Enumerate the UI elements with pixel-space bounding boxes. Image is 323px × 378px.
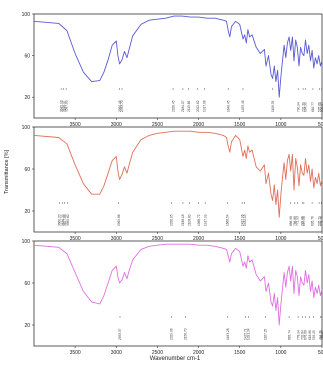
y-tick-label: 20 [24, 95, 30, 101]
plot-frame [33, 13, 323, 119]
x-tick-label: 1500 [234, 122, 245, 128]
peak-label: 1643.28 [226, 328, 230, 340]
panel-2: 100 60 20 3500 3000 2500 2000 1500 1000 500 3660.2… [22, 125, 323, 242]
peak-label: 3660.20 [58, 214, 62, 226]
y-tick-label: 20 [24, 209, 30, 215]
peak-label: 2933.70 [120, 100, 124, 112]
y-tick-label: 60 [24, 167, 30, 173]
x-tick-label: 3000 [111, 122, 122, 128]
x-tick-label: 500 [318, 122, 323, 128]
peak-label: 1666.54 [226, 214, 230, 226]
peak-label: 3645.93 [59, 100, 63, 112]
x-tick-label: 2000 [193, 350, 204, 356]
peak-label: 2108.60 [188, 214, 192, 226]
peak-label: 788.88 [293, 216, 297, 226]
peak-label: 1917.08 [203, 100, 207, 112]
peak-label: 2326.45 [171, 100, 175, 112]
peak-label: 1106.33 [271, 100, 275, 112]
peak-label: 3587.00 [64, 100, 68, 112]
peak-label: 616.77 [311, 102, 315, 112]
peak-label: 2329.08 [170, 328, 174, 340]
x-tick-label: 3500 [70, 122, 81, 128]
peak-label: 886.98 [289, 216, 293, 226]
x-tick-label: 1000 [275, 236, 286, 242]
peak-label: 694.99 [304, 102, 308, 112]
panel-1: 100 60 20 3500 3000 2500 2000 1500 1000 500 3645.9… [22, 12, 323, 128]
x-tick-label: 500 [318, 236, 323, 242]
peak-label: 2960.46 [118, 100, 122, 112]
peak-label: 778.94 [296, 330, 300, 340]
peak-label: 599.25 [312, 330, 316, 340]
peak-label: 732.30 [301, 102, 305, 112]
x-tick-label: 1000 [275, 122, 286, 128]
x-tick-label: 3000 [111, 236, 122, 242]
peak-label: 3589.60 [66, 214, 70, 226]
peak-label: 2955.37 [118, 328, 122, 340]
y-tick-label: 60 [24, 281, 30, 287]
y-tick-label: 100 [22, 125, 31, 131]
peak-label: 697.50 [302, 216, 306, 226]
x-tick-label: 3000 [111, 350, 122, 356]
peak-label: 1988.72 [197, 214, 201, 226]
spectrum-line [33, 15, 323, 98]
peak-label: 508.76 [320, 216, 323, 226]
peak-label: 1432.13 [243, 214, 247, 226]
peak-label: 2184.07 [181, 100, 185, 112]
peak-label: 1437.96 [240, 214, 244, 226]
y-tick-label: 60 [24, 53, 30, 59]
peak-label: 2188.18 [181, 214, 185, 226]
peak-label: 732.84 [300, 330, 304, 340]
peak-label: 535.79 [317, 216, 321, 226]
peak-label: 883.74 [287, 330, 291, 340]
x-axis-label: Wavenumber cm-1 [150, 356, 201, 362]
spectrum-line [33, 130, 323, 218]
x-tick-label: 3500 [70, 236, 81, 242]
peak-label: 772.93 [296, 216, 300, 226]
peak-label: 1167.25 [263, 328, 267, 340]
x-tick-label: 2500 [152, 350, 163, 356]
x-tick-label: 2500 [152, 236, 163, 242]
peak-label: 618.86 [308, 330, 312, 340]
y-tick-label: 100 [22, 12, 31, 18]
peak-label: 1391.34 [247, 328, 251, 340]
peak-label: 1455.46 [241, 100, 245, 112]
x-tick-label: 2000 [193, 236, 204, 242]
spectrum-line [33, 243, 323, 326]
peak-label: 1917.99 [203, 214, 207, 226]
spectra-panels: 100 60 20 3500 3000 2500 2000 1500 1000 500 3645.9… [22, 12, 323, 356]
panel-3: 100 60 20 3500 3000 2500 2000 1500 1000 500 2955.3… [22, 239, 323, 356]
x-tick-label: 3500 [70, 350, 81, 356]
peak-label: 790.94 [296, 102, 300, 112]
peak-label: 509.67 [320, 102, 323, 112]
peak-label: 626.76 [310, 216, 314, 226]
x-tick-label: 1500 [234, 350, 245, 356]
x-tick-label: 1500 [234, 236, 245, 242]
y-axis-label: Transmittance [%] [4, 149, 10, 194]
peak-label: 1425.71 [244, 328, 248, 340]
peak-label: 494.71 [319, 330, 323, 340]
peak-label: 2115.66 [187, 100, 191, 112]
x-tick-label: 500 [318, 350, 323, 356]
plot-frame [33, 240, 323, 347]
x-tick-label: 1000 [275, 350, 286, 356]
peak-label: 3616.47 [62, 100, 66, 112]
peak-label: 3627.88 [63, 214, 67, 226]
peak-label: 2326.05 [170, 214, 174, 226]
peak-label: 2156.70 [184, 328, 188, 340]
y-tick-label: 20 [24, 323, 30, 329]
peak-label: 2969.86 [117, 214, 121, 226]
peak-label: 3636.33 [61, 214, 65, 226]
peak-label: 482.27 [320, 330, 323, 340]
peak-label: 1640.45 [226, 100, 230, 112]
peak-label: 732.06 [300, 216, 304, 226]
y-tick-label: 100 [22, 239, 31, 245]
peak-label: 676.68 [304, 330, 308, 340]
peak-label: 535.66 [318, 102, 322, 112]
x-tick-label: 2500 [152, 122, 163, 128]
peak-label: 2022.62 [196, 100, 200, 112]
x-tick-label: 2000 [193, 122, 204, 128]
